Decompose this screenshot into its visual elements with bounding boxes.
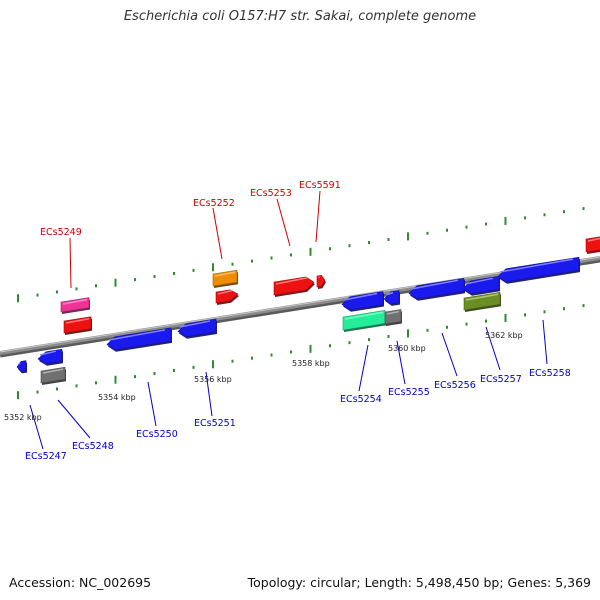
forward-gene-3 <box>212 269 238 288</box>
forward-gene-5-body <box>273 276 315 296</box>
reverse-gene-5-gloss <box>179 320 211 328</box>
reverse-gene-7 <box>383 290 400 306</box>
reverse-gene-9 <box>384 309 402 326</box>
reverse-gene-1-body <box>16 360 27 372</box>
reverse-gene-label-2: ECs5248 <box>72 441 114 452</box>
forward-gene-7-gloss <box>587 237 600 242</box>
reverse-gene-8 <box>342 309 386 332</box>
tick-label-6: 5362 kbp <box>485 331 523 340</box>
reverse-gene-6-gloss <box>343 292 378 301</box>
forward-leader-3 <box>212 207 223 260</box>
reverse-gene-10-body <box>408 277 465 300</box>
forward-gene-label-6: ECs5591 <box>299 180 341 191</box>
reverse-gene-6 <box>341 291 384 312</box>
reverse-gene-13 <box>497 256 580 284</box>
reverse-gene-9-gloss <box>386 310 400 315</box>
tick-label-5: 5360 kbp <box>388 344 426 353</box>
forward-leader-1 <box>69 237 72 289</box>
reverse-gene-12 <box>462 275 500 296</box>
reverse-gene-13-body <box>497 256 580 283</box>
reverse-gene-label-1: ECs5247 <box>25 451 67 462</box>
reverse-gene-4-body <box>106 327 172 351</box>
backbone-line <box>0 256 600 355</box>
reverse-leader-2 <box>57 399 91 439</box>
forward-gene-label-3: ECs5252 <box>193 198 235 209</box>
forward-gene-label-5: ECs5253 <box>250 188 292 199</box>
tick-label-3: 5356 kbp <box>194 375 232 384</box>
forward-gene-6-body <box>316 274 326 288</box>
forward-gene-5 <box>273 276 315 297</box>
reverse-leader-5 <box>205 371 213 417</box>
reverse-leader-13 <box>542 319 548 365</box>
reverse-gene-label-8: ECs5254 <box>340 394 382 405</box>
reverse-gene-7-gloss <box>385 291 394 296</box>
reverse-gene-5 <box>177 318 217 339</box>
reverse-gene-3 <box>40 366 66 385</box>
tick-marks <box>17 207 585 400</box>
forward-leader-6 <box>315 190 321 243</box>
reverse-gene-12-gloss <box>464 277 494 285</box>
reverse-leader-11 <box>485 326 501 371</box>
reverse-gene-3-gloss <box>42 368 64 374</box>
reverse-gene-3-body <box>40 366 66 384</box>
reverse-gene-2-body <box>37 348 63 365</box>
forward-gene-2-gloss <box>65 317 90 324</box>
tick-label-2: 5354 kbp <box>98 393 136 402</box>
reverse-gene-11 <box>463 291 501 312</box>
reverse-gene-11-body <box>463 291 501 311</box>
forward-gene-label-1: ECs5249 <box>40 227 82 238</box>
tick-label-4: 5358 kbp <box>292 359 330 368</box>
reverse-leader-1 <box>29 404 44 450</box>
gene-features <box>16 236 600 385</box>
reverse-gene-11-gloss <box>465 293 499 301</box>
reverse-gene-1-gloss <box>18 362 21 365</box>
forward-gene-6 <box>316 274 326 289</box>
gene-labels: ECs5249 ECs5252 ECs5253 ECs5591 ECs5247 ECs52… <box>25 180 571 462</box>
genome-stats-text: Topology: circular; Length: 5,498,450 bp… <box>247 575 591 590</box>
reverse-gene-label-5: ECs5251 <box>194 418 236 429</box>
reverse-leader-10 <box>441 332 458 377</box>
reverse-gene-6-body <box>341 291 384 311</box>
reverse-leader-9 <box>396 340 406 385</box>
forward-gene-1 <box>60 297 90 314</box>
reverse-gene-12-body <box>462 275 500 295</box>
reverse-gene-10-gloss <box>410 279 459 290</box>
reverse-leader-4 <box>147 381 157 427</box>
forward-gene-3-body <box>212 269 238 287</box>
accession-text: Accession: NC_002695 <box>9 575 152 590</box>
forward-gene-4-gloss <box>217 289 233 295</box>
reverse-gene-10 <box>408 277 465 301</box>
reverse-gene-4 <box>106 327 172 352</box>
reverse-leader-8 <box>358 344 369 392</box>
reverse-gene-label-11: ECs5257 <box>480 374 522 385</box>
forward-gene-2-body <box>63 316 92 334</box>
reverse-gene-label-4: ECs5250 <box>136 429 178 440</box>
reverse-gene-label-13: ECs5258 <box>529 368 571 379</box>
reverse-gene-13-gloss <box>499 258 574 273</box>
forward-leader-5 <box>276 198 291 247</box>
forward-gene-2 <box>63 316 92 335</box>
forward-gene-5-gloss <box>275 276 309 285</box>
tick-labels: 5352 kbp 5354 kbp 5356 kbp 5358 kbp 5360 kbp… <box>4 331 523 422</box>
forward-gene-1-gloss <box>62 298 88 305</box>
reverse-gene-2-gloss <box>39 350 57 356</box>
reverse-gene-label-10: ECs5256 <box>434 380 476 391</box>
backbone-highlight <box>0 256 600 353</box>
reverse-gene-5-body <box>177 318 217 338</box>
reverse-gene-2 <box>37 348 63 366</box>
reverse-gene-1 <box>16 360 27 374</box>
forward-gene-3-gloss <box>214 271 236 277</box>
reverse-gene-8-gloss <box>344 311 384 320</box>
map-title: Escherichia coli O157:H7 str. Sakai, com… <box>123 9 477 24</box>
reverse-gene-4-gloss <box>108 329 166 341</box>
forward-gene-7 <box>585 236 600 254</box>
reverse-gene-label-9: ECs5255 <box>388 387 430 398</box>
forward-gene-4 <box>215 289 239 305</box>
tick-label-1: 5352 kbp <box>4 413 42 422</box>
